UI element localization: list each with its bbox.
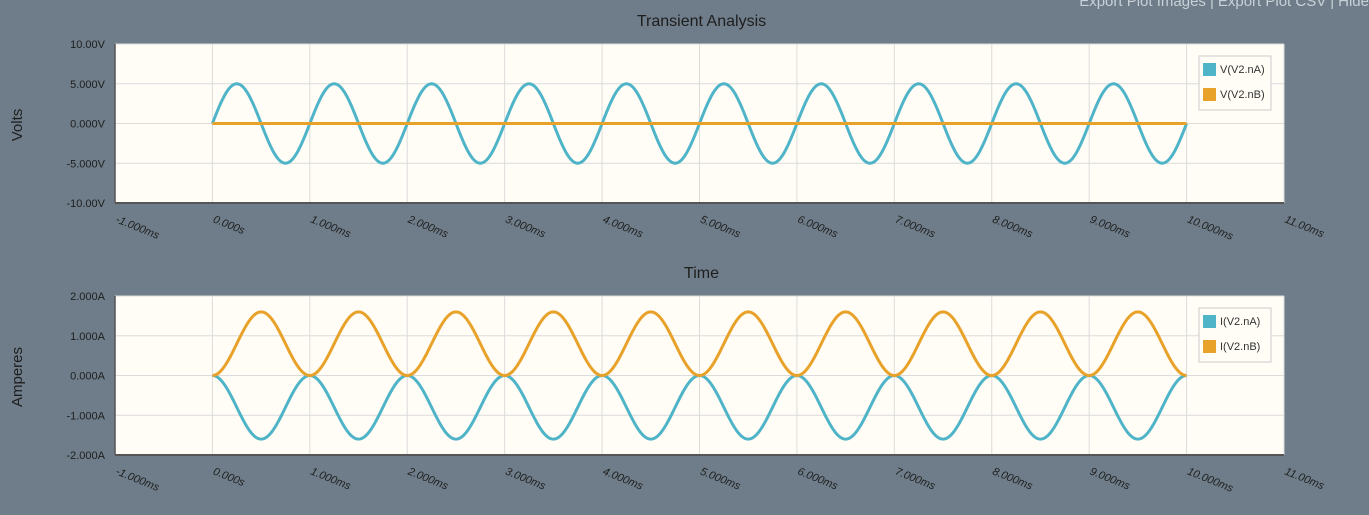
x-tick-label: 2.000ms [405, 213, 450, 240]
legend-label: V(V2.nB) [1220, 89, 1265, 101]
x-tick-label: 10.000ms [1185, 214, 1235, 243]
y-tick-label: 10.00V [70, 39, 106, 51]
legend-label: V(V2.nA) [1220, 64, 1265, 76]
legend-swatch [1203, 315, 1216, 328]
x-tick-label: 6.000ms [796, 214, 840, 241]
x-tick-label: 8.000ms [991, 214, 1035, 241]
y-axis-label: Amperes [9, 347, 26, 407]
x-tick-label: 1.000ms [309, 214, 353, 241]
legend-swatch [1203, 88, 1216, 101]
y-tick-label: -1.000A [66, 410, 105, 422]
legend-label: I(V2.nA) [1220, 316, 1260, 328]
x-tick-label: 4.000ms [601, 214, 645, 241]
x-tick-label: 11.00ms [1283, 214, 1326, 241]
y-tick-label: 2.000A [70, 291, 106, 303]
export-plot-csv-link[interactable]: Export Plot CSV [1217, 0, 1327, 10]
legend-swatch [1203, 63, 1216, 76]
toolbar-separator: | [1209, 0, 1214, 10]
x-tick-label: -1.000ms [114, 466, 161, 494]
x-tick-label: 0.000s [211, 466, 247, 490]
y-axis-label: Volts [9, 109, 26, 142]
hide-plot-link[interactable]: Hide [1338, 0, 1369, 10]
y-tick-label: 5.000V [70, 79, 106, 91]
y-tick-label: -2.000A [66, 450, 105, 462]
x-tick-label: 11.00ms [1283, 466, 1326, 493]
x-tick-label: 8.000ms [991, 466, 1035, 493]
x-tick-label: 3.000ms [504, 466, 548, 493]
x-tick-label: 5.000ms [698, 466, 742, 493]
x-tick-label: 10.000ms [1185, 466, 1235, 495]
x-tick-label: 3.000ms [504, 214, 548, 241]
y-tick-label: -5.000V [66, 158, 105, 170]
x-tick-label: 9.000ms [1088, 214, 1132, 241]
export-plot-images-link[interactable]: Export Plot Images [1079, 0, 1206, 10]
legend-label: I(V2.nB) [1220, 341, 1260, 353]
x-tick-label: 5.000ms [698, 214, 742, 241]
x-tick-label: 6.000ms [796, 466, 840, 493]
y-tick-label: 1.000A [70, 331, 106, 343]
y-tick-label: -10.00V [66, 198, 105, 210]
toolbar-separator: | [1330, 0, 1335, 10]
plot-toolbar: Export Plot Images | Export Plot CSV | Hide [1079, 0, 1369, 10]
x-tick-label: 9.000ms [1088, 466, 1132, 493]
chart-title: Transient Analysis [637, 13, 766, 30]
x-axis-label: Time [684, 265, 719, 282]
x-tick-label: 7.000ms [893, 466, 937, 493]
x-tick-label: 0.000s [211, 214, 247, 238]
x-tick-label: 1.000ms [309, 466, 353, 493]
x-tick-label: 4.000ms [601, 466, 645, 493]
series-line-I(V2.nB) [212, 310, 1187, 377]
y-tick-label: 0.000A [70, 371, 106, 383]
x-tick-label: 2.000ms [405, 465, 450, 492]
x-tick-label: 7.000ms [893, 214, 937, 241]
x-tick-label: -1.000ms [114, 214, 161, 242]
legend-swatch [1203, 340, 1216, 353]
y-tick-label: 0.000V [70, 119, 106, 131]
